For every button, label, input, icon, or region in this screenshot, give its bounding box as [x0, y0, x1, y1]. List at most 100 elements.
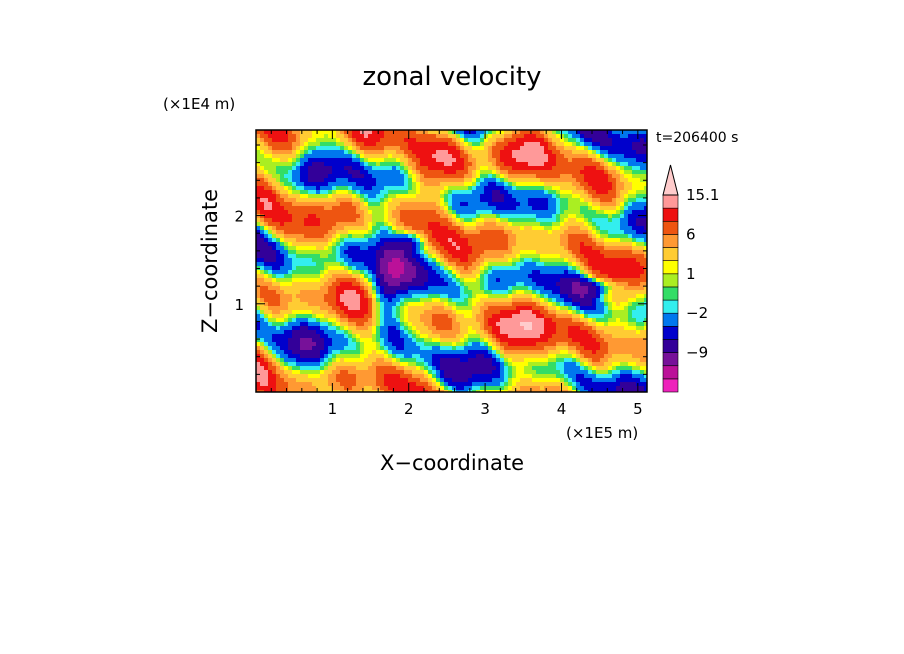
field-cell [460, 302, 465, 307]
field-cell [308, 250, 313, 255]
field-cell [256, 286, 261, 291]
field-cell [572, 150, 577, 155]
field-cell [284, 306, 289, 311]
field-cell [444, 190, 449, 195]
field-cell [620, 318, 625, 323]
field-cell [320, 194, 325, 199]
field-cell [416, 234, 421, 239]
field-cell [392, 226, 397, 231]
field-cell [272, 266, 277, 271]
field-cell [624, 194, 629, 199]
field-cell [480, 242, 485, 247]
field-cell [428, 194, 433, 199]
field-cell [552, 298, 557, 303]
field-cell [644, 306, 647, 311]
field-cell [456, 246, 461, 251]
field-cell [288, 154, 293, 159]
field-cell [468, 174, 473, 179]
field-cell [540, 138, 545, 143]
field-cell [424, 294, 429, 299]
field-cell [604, 274, 609, 279]
field-cell [584, 214, 589, 219]
field-cell [400, 134, 405, 139]
field-cell [328, 162, 333, 167]
field-cell [552, 198, 557, 203]
field-cell [376, 202, 381, 207]
field-cell [320, 310, 325, 315]
field-cell [416, 230, 421, 235]
field-cell [444, 310, 449, 315]
field-cell [512, 310, 517, 315]
field-cell [588, 250, 593, 255]
field-cell [420, 146, 425, 151]
field-cell [640, 310, 645, 315]
field-cell [296, 154, 301, 159]
field-cell [628, 290, 633, 295]
field-cell [596, 294, 601, 299]
field-cell [584, 146, 589, 151]
field-cell [384, 202, 389, 207]
field-cell [508, 234, 513, 239]
field-cell [408, 274, 413, 279]
field-cell [556, 306, 561, 311]
field-cell [504, 318, 509, 323]
field-cell [400, 278, 405, 283]
field-cell [548, 310, 553, 315]
field-cell [644, 238, 647, 243]
field-cell [320, 270, 325, 275]
field-cell [540, 146, 545, 151]
field-cell [452, 158, 457, 163]
field-cell [528, 206, 533, 211]
field-cell [340, 310, 345, 315]
field-cell [640, 234, 645, 239]
field-cell [272, 198, 277, 203]
field-cell [260, 262, 265, 267]
field-cell [600, 194, 605, 199]
field-cell [612, 286, 617, 291]
field-cell [632, 210, 637, 215]
field-cell [616, 222, 621, 227]
field-cell [436, 322, 441, 327]
field-cell [388, 306, 393, 311]
field-cell [508, 214, 513, 219]
field-cell [480, 190, 485, 195]
field-cell [356, 142, 361, 147]
field-cell [296, 302, 301, 307]
field-cell [264, 130, 269, 135]
field-cell [436, 210, 441, 215]
field-cell [256, 142, 261, 147]
field-cell [604, 234, 609, 239]
field-cell [548, 286, 553, 291]
field-cell [412, 150, 417, 155]
field-cell [420, 298, 425, 303]
field-cell [452, 330, 457, 335]
field-cell [588, 286, 593, 291]
field-cell [492, 134, 497, 139]
field-cell [528, 298, 533, 303]
field-cell [384, 262, 389, 267]
field-cell [404, 246, 409, 251]
field-cell [560, 182, 565, 187]
field-cell [616, 282, 621, 287]
field-cell [324, 174, 329, 179]
field-cell [564, 310, 569, 315]
field-cell [612, 142, 617, 147]
field-cell [536, 186, 541, 191]
field-cell [604, 246, 609, 251]
field-cell [368, 282, 373, 287]
field-cell [552, 146, 557, 151]
field-cell [316, 142, 321, 147]
field-cell [504, 262, 509, 267]
field-cell [340, 190, 345, 195]
field-cell [536, 226, 541, 231]
field-cell [288, 298, 293, 303]
field-cell [472, 262, 477, 267]
field-cell [392, 134, 397, 139]
field-cell [484, 170, 489, 175]
field-cell [492, 230, 497, 235]
field-cell [288, 266, 293, 271]
field-cell [380, 242, 385, 247]
field-cell [464, 198, 469, 203]
field-cell [468, 262, 473, 267]
field-cell [460, 282, 465, 287]
